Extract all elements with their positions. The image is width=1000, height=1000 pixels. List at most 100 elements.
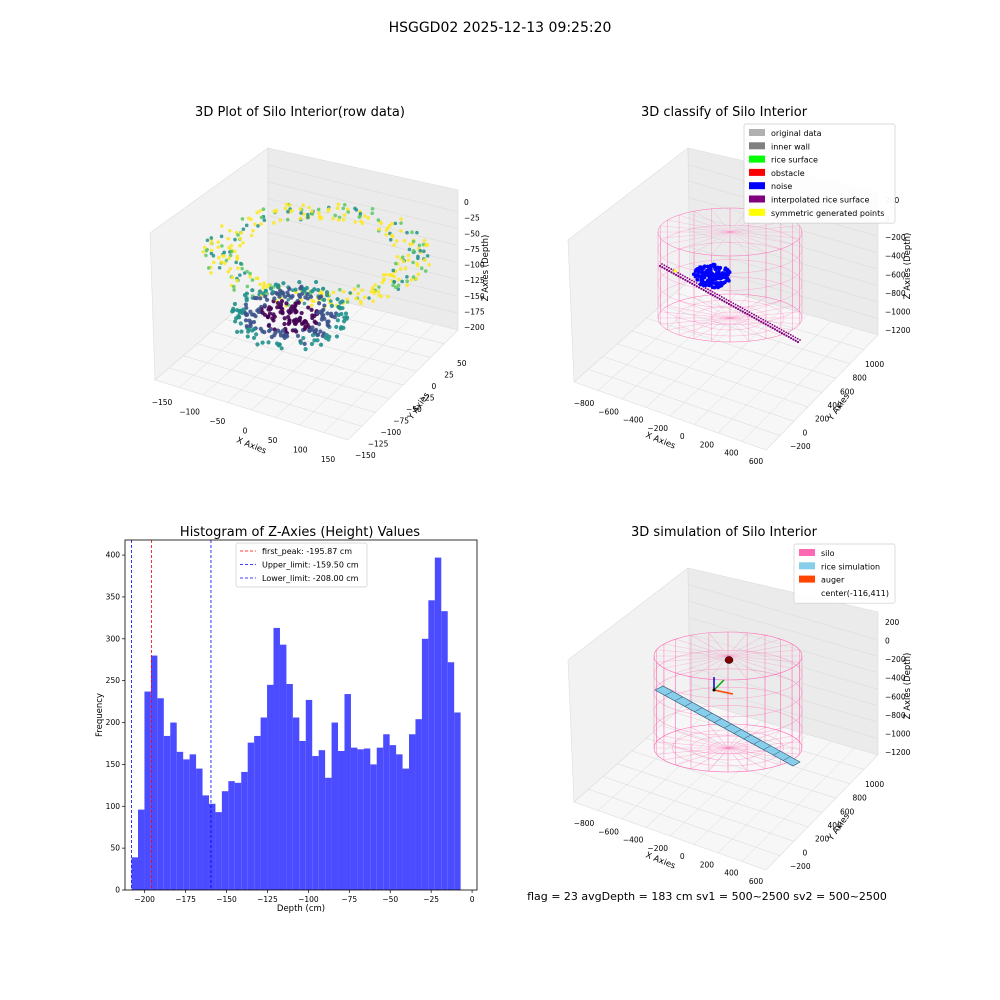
raw-3d-point [279,346,284,351]
classify-3d-y-tick-label: 800 [853,374,868,383]
classify-3d-surface-point [691,279,693,282]
raw-3d-point [229,243,234,248]
histogram-bar [131,857,139,890]
grid-line [646,318,837,379]
classify-3d-surface-point [695,285,698,288]
classify-3d-noise-point [705,264,710,269]
raw-3d-point [244,298,249,303]
classify-3d-legend-label: obstacle [771,169,805,178]
raw-3d-point [381,273,386,277]
classify-3d-surface-point [762,318,765,321]
histogram-bar [176,751,184,890]
raw-3d-point [286,297,291,302]
classify-3d-surface-point [734,306,738,309]
raw-3d-point [299,310,304,316]
classify-3d-surface-point [769,325,772,328]
classify-3d-surface-point [661,263,663,265]
simulation-3d-silo-spoke [727,634,766,657]
raw-3d-point [278,218,283,222]
histogram-legend-label: Lower_limit: -208.00 cm [262,574,359,583]
classify-3d-surface-point [757,319,761,322]
histogram-bar [389,745,397,890]
histogram-bar [170,722,177,890]
raw-3d-point [363,214,367,218]
classify-3d-noise-point [691,272,696,277]
simulation-3d-x-tick-label: 200 [700,860,715,869]
raw-3d-point [224,258,229,263]
classify-3d-surface-point [665,265,668,268]
classify-3d-silo-wireframe [657,207,803,343]
raw-3d-point [348,291,352,295]
histogram-bar [150,655,158,890]
raw-3d-point [366,216,371,220]
raw-3d-point [202,245,207,250]
raw-3d-point [319,311,324,316]
simulation-3d-silo-spoke [727,638,781,657]
histogram-title: Histogram of Z-Axies (Height) Values [180,525,420,540]
classify-3d-surface-point [716,296,719,299]
raw-3d-point [262,218,267,222]
raw-3d-point [245,284,250,289]
simulation-3d-silo-spoke [708,632,729,657]
raw-3d-point [244,324,249,329]
classify-3d-noise-point [713,266,718,271]
histogram-bar [292,717,300,890]
simulation-3d-x-tick-label: 600 [749,877,764,886]
raw-3d-point [338,300,343,305]
raw-3d-point [405,230,409,235]
raw-3d-point [388,237,393,242]
raw-3d-point [219,260,224,264]
raw-3d-point [219,234,224,239]
raw-3d-point [239,329,244,334]
raw-3d-point [379,221,384,226]
raw-3d-point [313,279,319,285]
raw-3d-point [257,289,263,294]
simulation-3d-auger [712,656,734,695]
classify-3d-noise-point [710,273,714,278]
raw-3d-point [327,207,331,212]
raw-3d-point [256,224,260,228]
histogram-bar [299,740,306,890]
classify-3d-surface-point [720,296,723,298]
classify-3d-silo-spoke [729,225,800,233]
raw-3d-point [341,206,346,211]
status-line: flag = 23 avgDepth = 183 cm sv1 = 500~25… [527,890,887,903]
raw-3d-point [302,341,307,347]
raw-3d-point [204,248,209,253]
classify-3d-z-tick-label: −1000 [885,307,911,316]
histogram-bar [247,742,255,890]
raw-3d-point [288,203,292,207]
raw-3d-y-tick-label: 50 [457,359,467,368]
raw-3d-point [234,260,239,265]
raw-3d-z-ticks: 0 −25 −50 −75 −100 −125 −150 −175 −200 [464,198,485,332]
grid-line [275,312,387,418]
simulation-3d-silo-spoke [727,643,793,657]
classify-3d-surface-point [679,276,682,279]
raw-3d-point [261,207,266,212]
raw-3d-point [306,305,311,310]
histogram-bar [305,699,313,890]
raw-3d-point [261,286,266,290]
raw-3d-point [312,313,317,318]
raw-3d-point [419,266,424,270]
raw-3d-point [322,303,327,308]
raw-3d-point [309,307,314,312]
raw-3d-point [308,294,314,299]
simulation-3d-silo-spoke [727,655,781,674]
classify-3d-surface-point [785,334,788,337]
simulation-3d-silo-spoke [727,632,748,657]
classify-3d-surface-point [776,329,779,332]
raw-3d-point [310,325,315,330]
classify-3d-noise-point [715,276,720,281]
raw-3d-point [272,314,277,319]
raw-3d-point [342,203,347,207]
classify-3d-surface-point [773,325,776,327]
simulation-3d-xlabel: X Axies [644,851,677,872]
raw-3d-point [393,221,398,226]
classify-3d-noise-point [695,277,700,282]
histogram-bar [273,627,280,890]
histogram-y-ticks: 0 50 100 150 200 250 300 350 400 [106,551,125,895]
raw-3d-point [411,239,416,244]
grid-line [688,584,877,640]
